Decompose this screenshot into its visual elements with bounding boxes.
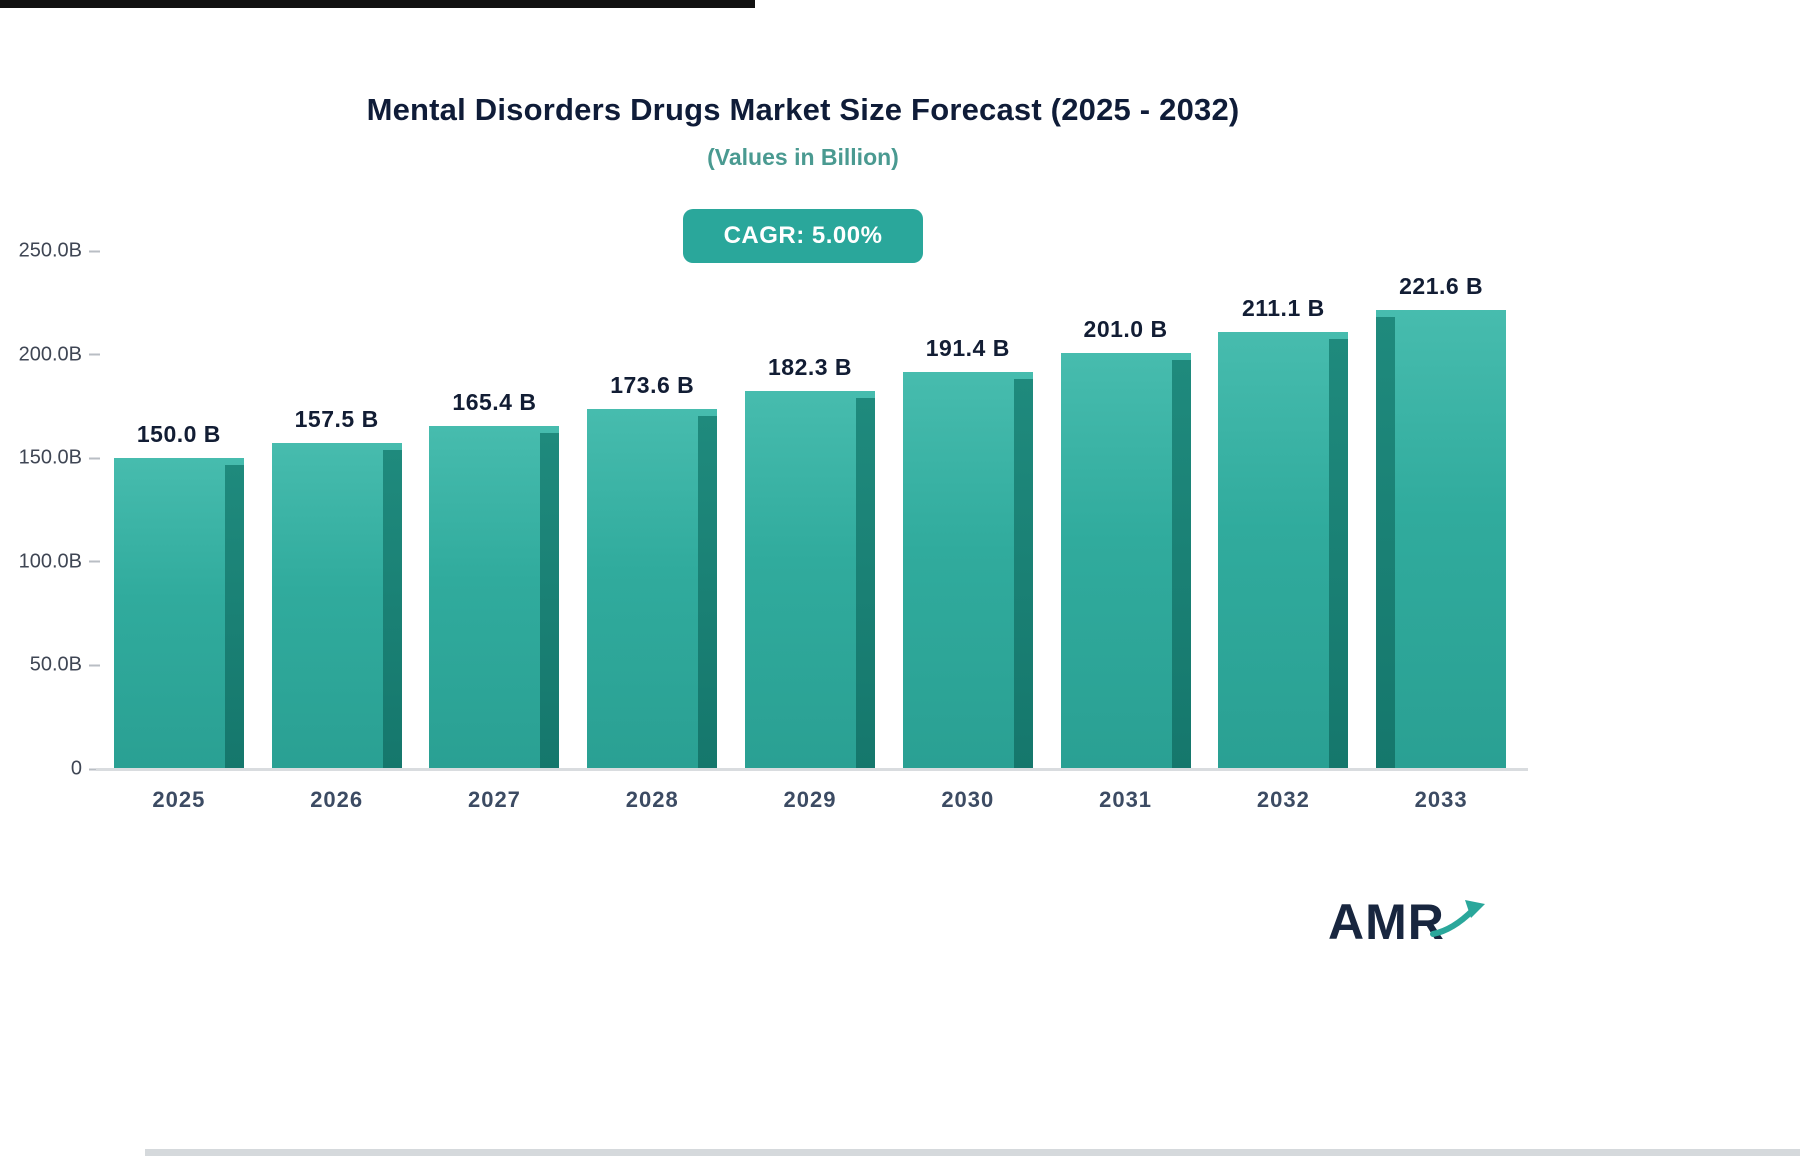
bar-3d-side — [856, 398, 876, 769]
bar-value-label: 211.1 B — [1241, 294, 1325, 321]
y-tick-mark — [89, 768, 100, 770]
bar-series: 150.0 B 157.5 B 165.4 B 173.6 B 182.3 B 191.4… — [100, 251, 1520, 769]
y-tick-150.0B: 150.0B — [19, 447, 100, 470]
bar-value-label: 221.6 B — [1399, 272, 1484, 299]
y-tick-label: 100.0B — [18, 550, 82, 573]
bar-3d-side — [1376, 316, 1396, 769]
x-axis-label-2031: 2031 — [1099, 787, 1153, 812]
bar-2026: 157.5 B — [271, 406, 402, 769]
bar-value-label: 157.5 B — [294, 405, 379, 432]
x-axis-label-2030: 2030 — [941, 787, 995, 812]
y-tick-mark — [89, 250, 100, 252]
y-axis: 250.0B 200.0B 150.0B 100.0B 50.0B 0 — [0, 240, 100, 780]
y-tick-50.0B: 50.0B — [30, 654, 100, 677]
x-axis-label-2032: 2032 — [1256, 787, 1310, 812]
x-axis-label-2033: 2033 — [1414, 787, 1468, 812]
y-tick-label: 200.0B — [18, 343, 82, 366]
x-axis-label-2026: 2026 — [310, 787, 364, 812]
y-tick-0: 0 — [71, 758, 100, 781]
cagr-badge: CAGR: 5.00% — [683, 209, 923, 263]
bar-2033: 221.6 B — [1376, 273, 1507, 769]
bar-3d-side — [698, 416, 718, 769]
y-tick-250.0B: 250.0B — [19, 240, 100, 263]
x-axis-label-2028: 2028 — [625, 787, 679, 812]
bar-2027: 165.4 B — [429, 389, 560, 769]
bar-group-2027: 165.4 B — [416, 251, 574, 769]
y-tick-200.0B: 200.0B — [19, 343, 100, 366]
bar-value-label: 201.0 B — [1083, 315, 1168, 342]
bar-group-2026: 157.5 B — [258, 251, 416, 769]
y-tick-mark — [89, 457, 100, 460]
x-axis-label-2029: 2029 — [783, 787, 837, 812]
bar-3d-side — [1329, 338, 1349, 769]
bar-value-label: 173.6 B — [610, 372, 695, 399]
bar-value-label: 165.4 B — [452, 389, 537, 416]
bar-3d-side — [382, 449, 402, 769]
y-tick-label: 50.0B — [29, 653, 82, 676]
x-axis-labels: 2025 2026 2027 2028 2029 2030 2031 2032 2033 — [100, 787, 1520, 813]
bar-group-2028: 173.6 B — [573, 251, 731, 769]
x-axis-label-2025: 2025 — [152, 787, 206, 812]
logo-text: AMR — [1328, 894, 1445, 950]
bar-3d-side — [540, 433, 560, 769]
y-tick-label: 0 — [70, 757, 82, 780]
bar-group-2030: 191.4 B — [889, 251, 1047, 769]
bar-3d-side — [1171, 359, 1191, 769]
bar-2031: 201.0 B — [1060, 316, 1191, 769]
chart-title: Mental Disorders Drugs Market Size Forec… — [366, 92, 1240, 127]
bar-3d-side — [224, 465, 244, 769]
y-tick-label: 150.0B — [18, 446, 82, 469]
bar-group-2029: 182.3 B — [731, 251, 889, 769]
y-tick-label: 250.0B — [18, 239, 82, 262]
top-strip — [0, 0, 755, 8]
amr-logo: AMR — [1328, 893, 1491, 951]
bar-2032: 211.1 B — [1218, 295, 1349, 769]
bottom-strip — [145, 1149, 1800, 1156]
logo-arrow-icon — [1429, 900, 1485, 937]
x-axis-label-2027: 2027 — [467, 787, 521, 812]
bar-group-2033: 221.6 B — [1362, 251, 1520, 769]
bar-group-2032: 211.1 B — [1204, 251, 1362, 769]
bar-group-2025: 150.0 B — [100, 251, 258, 769]
bar-value-label: 150.0 B — [136, 421, 221, 448]
bar-2029: 182.3 B — [745, 354, 876, 769]
bar-2028: 173.6 B — [587, 372, 718, 769]
chart: Mental Disorders Drugs Market Size Forec… — [0, 92, 1528, 813]
y-tick-mark — [89, 353, 100, 356]
bar-value-label: 191.4 B — [925, 335, 1010, 362]
plot-area: 250.0B 200.0B 150.0B 100.0B 50.0B 0 150.0 B 15… — [0, 240, 1528, 780]
bar-group-2031: 201.0 B — [1047, 251, 1205, 769]
chart-subtitle: (Values in Billion) — [707, 144, 899, 170]
y-tick-100.0B: 100.0B — [19, 550, 100, 573]
bar-value-label: 182.3 B — [767, 354, 853, 381]
bar-2025: 150.0 B — [113, 421, 244, 769]
y-tick-mark — [89, 664, 100, 667]
bar-3d-side — [1013, 379, 1033, 769]
x-axis-line — [96, 768, 1528, 771]
bar-2030: 191.4 B — [902, 335, 1033, 769]
y-tick-mark — [89, 560, 100, 563]
